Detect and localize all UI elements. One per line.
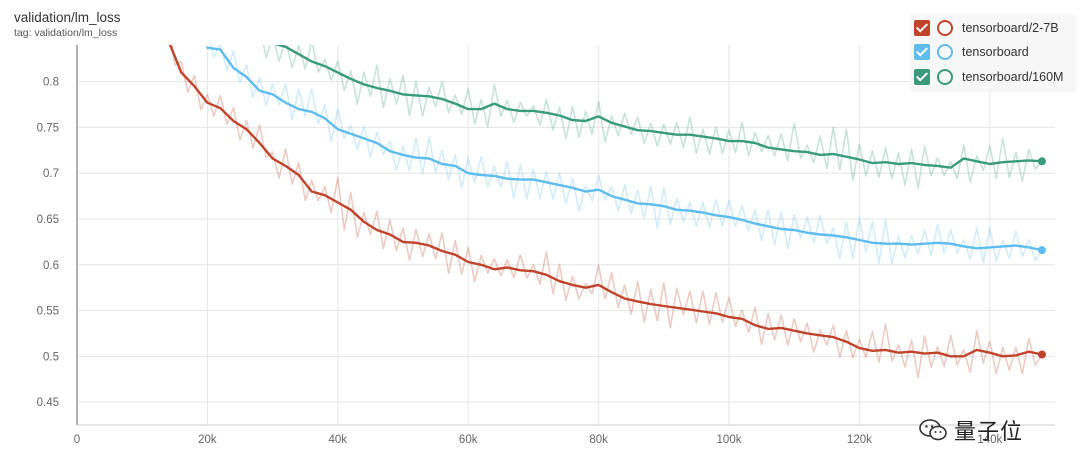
wechat-logo-icon: [919, 419, 947, 441]
x-tick-label: 100k: [717, 434, 742, 446]
x-tick-label: 140k: [977, 434, 1002, 446]
y-tick-label: 0.65: [37, 214, 59, 226]
y-tick-label: 0.6: [43, 260, 59, 272]
checkbox-checked-icon[interactable]: [914, 44, 930, 60]
checkbox-checked-icon[interactable]: [914, 20, 930, 36]
smoothed-series-lines: [168, 45, 1044, 358]
legend-item-2-7b[interactable]: tensorboard/2-7B: [914, 18, 1059, 38]
legend-item-160m[interactable]: tensorboard/160M: [914, 67, 1063, 87]
raw-line-tensorboard: [209, 45, 1043, 265]
legend-label: tensorboard/160M: [962, 70, 1064, 84]
x-tick-label: 60k: [459, 434, 478, 446]
end-point-tensorboard: [1037, 246, 1046, 255]
y-gridlines: [77, 81, 1055, 403]
watermark-text: 量子位: [954, 420, 1024, 445]
y-tick-labels: 0.45 0.5 0.55 0.6 0.65 0.7 0.75 0.8: [37, 77, 59, 409]
x-tick-label: 20k: [198, 434, 217, 446]
end-point-tensorboard-160m: [1037, 157, 1046, 166]
raw-line-tensorboard-160m: [262, 45, 1043, 190]
legend-label: tensorboard: [962, 45, 1029, 59]
y-tick-label: 0.8: [43, 77, 59, 89]
raw-line-tensorboard-2-7b: [171, 45, 1043, 379]
x-tick-label: 120k: [847, 434, 872, 446]
series-end-points: [1037, 157, 1046, 359]
chart-title: validation/lm_loss: [14, 10, 121, 25]
y-tick-label: 0.5: [43, 351, 59, 363]
y-tick-label: 0.55: [37, 306, 59, 318]
legend-item-tensorboard[interactable]: tensorboard: [914, 42, 1029, 62]
x-tick-labels: 0 20k 40k 60k 80k 100k 120k 140k: [74, 434, 1003, 446]
legend: tensorboard/2-7B tensorboard tensorboard…: [910, 14, 1076, 92]
series-ring-icon: [937, 69, 953, 85]
y-tick-label: 0.75: [37, 122, 59, 134]
y-tick-label: 0.45: [37, 397, 59, 409]
series-ring-icon: [937, 44, 953, 60]
checkbox-checked-icon[interactable]: [914, 69, 930, 85]
legend-label: tensorboard/2-7B: [962, 21, 1059, 35]
series-line-tensorboard-2-7b: [168, 45, 1044, 358]
series-line-tensorboard-160m: [274, 45, 1044, 169]
x-tick-label: 80k: [589, 434, 608, 446]
series-line-tensorboard: [206, 46, 1044, 252]
x-tick-label: 0: [74, 434, 80, 446]
series-ring-icon: [937, 20, 953, 36]
y-tick-label: 0.7: [43, 168, 59, 180]
raw-series-lines: [171, 45, 1043, 379]
end-point-tensorboard-2-7b: [1037, 350, 1046, 359]
chart-subtitle: tag: validation/lm_loss: [14, 27, 118, 39]
watermark: 量子位: [918, 414, 1023, 446]
axes: [76, 45, 1055, 426]
x-tick-label: 40k: [329, 434, 348, 446]
